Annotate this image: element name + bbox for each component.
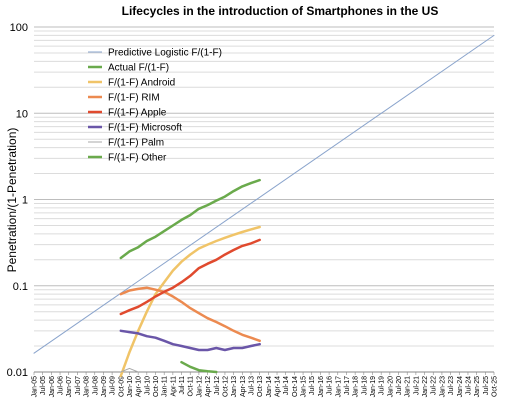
x-tick-label: Jul-20 xyxy=(396,376,403,395)
series-line xyxy=(180,360,218,374)
x-tick-label: Jul-19 xyxy=(379,376,386,395)
x-tick-label: Jul-17 xyxy=(344,376,351,395)
x-tick-label: Oct-13 xyxy=(257,376,264,397)
series-line xyxy=(120,367,139,373)
x-tick-label: Jul-21 xyxy=(413,376,420,395)
plot-area xyxy=(33,34,495,378)
x-tick-label: Jan-24 xyxy=(457,376,464,398)
x-tick-label: Jul-23 xyxy=(448,376,455,395)
series-line xyxy=(119,286,261,343)
legend-entry: Predictive Logistic F/(1-F) xyxy=(108,48,222,59)
x-tick-label: Jan-14 xyxy=(266,376,273,398)
x-tick-label: Oct-14 xyxy=(292,376,299,397)
x-tick-label: Jan-17 xyxy=(335,376,342,398)
x-tick-label: Jan-23 xyxy=(439,376,446,398)
y-tick-label: 0.01 xyxy=(7,367,28,379)
x-tick-label: Jan-07 xyxy=(66,376,73,398)
x-tick-label: Jan-05 xyxy=(32,376,39,398)
x-tick-label: Jul-13 xyxy=(248,376,255,395)
x-tick-label: Jan-19 xyxy=(370,376,377,398)
x-tick-label: Jan-12 xyxy=(196,376,203,398)
x-tick-label: Jan-15 xyxy=(301,376,308,398)
x-tick-label: Jul-08 xyxy=(92,376,99,395)
x-tick-label: Jul-16 xyxy=(327,376,334,395)
series-line xyxy=(119,238,261,316)
x-tick-label: Oct-09 xyxy=(118,376,125,397)
x-tick-label: Jul-25 xyxy=(483,376,490,395)
x-tick-label: Jan-25 xyxy=(474,376,481,398)
x-tick-label: Oct-11 xyxy=(188,376,195,397)
legend: Predictive Logistic F/(1-F) Actual F/(1-F… xyxy=(88,48,222,164)
y-tick-label: 0.1 xyxy=(13,281,28,293)
x-tick-label: Jul-09 xyxy=(110,376,117,395)
y-tick-label: 10 xyxy=(16,108,28,120)
x-tick-label: Apr-12 xyxy=(205,376,212,397)
x-tick-label: Jul-05 xyxy=(40,376,47,395)
x-tick-label: Jul-14 xyxy=(283,376,290,395)
legend-entry: F/(1-F) Palm xyxy=(108,138,164,149)
x-tick-label: Jul-18 xyxy=(361,376,368,395)
y-axis: 0.01 0.1 1 10 100 xyxy=(7,22,28,379)
x-tick-label: Jul-06 xyxy=(58,376,65,395)
series-line xyxy=(119,329,261,352)
legend-entry: F/(1-F) Other xyxy=(108,153,167,164)
y-tick-label: 1 xyxy=(22,195,28,207)
x-tick-label: Jan-20 xyxy=(387,376,394,398)
x-tick-label: Jan-11 xyxy=(162,376,169,397)
series-line xyxy=(119,178,261,260)
grid xyxy=(34,26,494,373)
legend-entry: F/(1-F) Android xyxy=(108,78,175,89)
x-tick-label: Jul-24 xyxy=(465,376,472,395)
series-line xyxy=(119,225,261,378)
x-tick-label: Apr-14 xyxy=(275,376,282,397)
x-tick-label: Oct-25 xyxy=(492,376,499,397)
x-tick-label: Jul-22 xyxy=(431,376,438,395)
x-tick-label: Jan-18 xyxy=(353,376,360,398)
legend-entry: Actual F/(1-F) xyxy=(108,63,169,74)
x-tick-label: Jul-10 xyxy=(144,376,151,395)
x-tick-label: Jan-16 xyxy=(318,376,325,398)
x-tick-label: Apr-13 xyxy=(240,376,247,397)
x-tick-label: Jul-12 xyxy=(214,376,221,395)
x-tick-label: Jan-21 xyxy=(405,376,412,398)
x-tick-label: Jan-08 xyxy=(84,376,91,398)
x-tick-label: Jan-22 xyxy=(422,376,429,398)
x-tick-label: Apr-10 xyxy=(136,376,143,397)
x-axis: Jan-05 Jul-05 Jan-06 Jul-06 Jan-07 Jul-07 Jan-… xyxy=(32,372,499,397)
x-tick-label: Jul-11 xyxy=(179,376,186,395)
y-axis-label: Penetration/(1-Penetration) xyxy=(5,128,19,273)
legend-entry: F/(1-F) Apple xyxy=(108,108,167,119)
x-tick-label: Jan-10 xyxy=(127,376,134,398)
x-tick-label: Apr-11 xyxy=(170,376,177,397)
y-tick-label: 100 xyxy=(10,22,28,34)
x-tick-label: Jul-07 xyxy=(75,376,82,395)
x-tick-label: Jul-15 xyxy=(309,376,316,395)
x-tick-label: Jan-13 xyxy=(231,376,238,398)
x-tick-label: Jan-09 xyxy=(101,376,108,398)
x-tick-label: Oct-12 xyxy=(222,376,229,397)
x-tick-label: Oct-10 xyxy=(153,376,160,397)
x-tick-label: Jan-06 xyxy=(49,376,56,398)
legend-entry: F/(1-F) RIM xyxy=(108,93,160,104)
chart-title: Lifecycles in the introduction of Smartp… xyxy=(122,4,439,18)
legend-entry: F/(1-F) Microsoft xyxy=(108,123,182,134)
series-line xyxy=(33,34,495,354)
